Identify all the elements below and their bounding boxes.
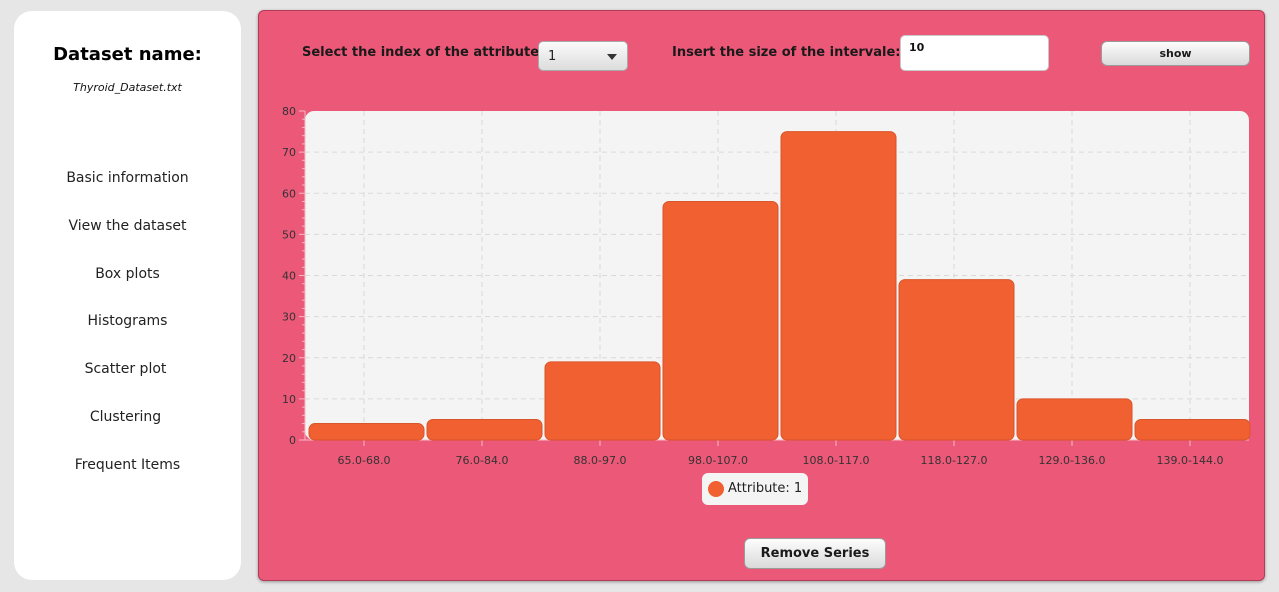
x-tick-label: 65.0-68.0	[338, 454, 391, 467]
histogram-panel: Select the index of the attribute: 1 Ins…	[258, 10, 1265, 581]
histogram-bar	[1134, 418, 1251, 441]
x-tick-label: 108.0-117.0	[803, 454, 870, 467]
y-tick-label: 80	[282, 105, 296, 118]
sidebar-item-view-dataset[interactable]: View the dataset	[68, 218, 187, 234]
sidebar-item-scatter-plot[interactable]: Scatter plot	[84, 361, 167, 377]
legend-series-swatch	[708, 481, 724, 497]
x-axis: 65.0-68.0 76.0-84.0 88.0-97.0 98.0-107.0 108…	[305, 439, 1249, 467]
attribute-index-value: 1	[548, 49, 557, 64]
x-tick-label: 139.0-144.0	[1157, 454, 1224, 467]
sidebar-item-box-plots[interactable]: Box plots	[95, 266, 160, 282]
x-tick-label: 129.0-136.0	[1039, 454, 1106, 467]
interval-size-label: Insert the size of the intervale:	[672, 45, 901, 60]
histogram-bar	[426, 418, 543, 441]
y-tick-label: 70	[282, 146, 296, 159]
histogram-bar	[1016, 398, 1133, 441]
chevron-down-icon	[607, 54, 617, 60]
dataset-file-name: Thyroid_Dataset.txt	[73, 81, 182, 94]
x-tick-label: 118.0-127.0	[921, 454, 988, 467]
y-tick-label: 40	[282, 270, 296, 283]
histogram-bar	[898, 279, 1015, 441]
y-tick-label: 50	[282, 228, 296, 241]
attribute-index-label: Select the index of the attribute:	[302, 45, 545, 60]
histogram-bar	[662, 200, 779, 441]
histogram-chart: 0 10 20 30 40 50 60 70 80 65.0-68.0 76.0-84.0 88.0…	[282, 105, 1251, 467]
chart-legend: Attribute: 1	[702, 473, 808, 505]
sidebar-item-frequent-items[interactable]: Frequent Items	[74, 457, 181, 473]
y-tick-label: 0	[289, 434, 296, 447]
x-tick-label: 88.0-97.0	[574, 454, 627, 467]
sidebar-item-histograms[interactable]: Histograms	[87, 313, 168, 329]
y-axis: 0 10 20 30 40 50 60 70 80	[282, 105, 306, 447]
attribute-index-select[interactable]: 1	[538, 41, 628, 71]
bar-series	[308, 131, 1251, 441]
y-tick-label: 10	[282, 393, 296, 406]
x-tick-label: 76.0-84.0	[456, 454, 509, 467]
remove-series-button[interactable]: Remove Series	[744, 538, 886, 569]
show-button[interactable]: show	[1101, 41, 1250, 66]
histogram-bar	[308, 423, 425, 441]
histogram-bar	[780, 131, 897, 441]
sidebar: Dataset name: Thyroid_Dataset.txt Basic …	[14, 11, 241, 580]
y-tick-label: 30	[282, 311, 296, 324]
y-tick-label: 20	[282, 352, 296, 365]
legend-series-label: Attribute: 1	[728, 481, 803, 496]
histogram-bar	[544, 361, 661, 441]
sidebar-item-clustering[interactable]: Clustering	[89, 409, 162, 425]
interval-size-input[interactable]: 10	[900, 35, 1049, 71]
y-tick-label: 60	[282, 187, 296, 200]
sidebar-item-basic-information[interactable]: Basic information	[66, 170, 189, 186]
dataset-name-heading: Dataset name:	[53, 44, 202, 65]
x-tick-label: 98.0-107.0	[688, 454, 748, 467]
